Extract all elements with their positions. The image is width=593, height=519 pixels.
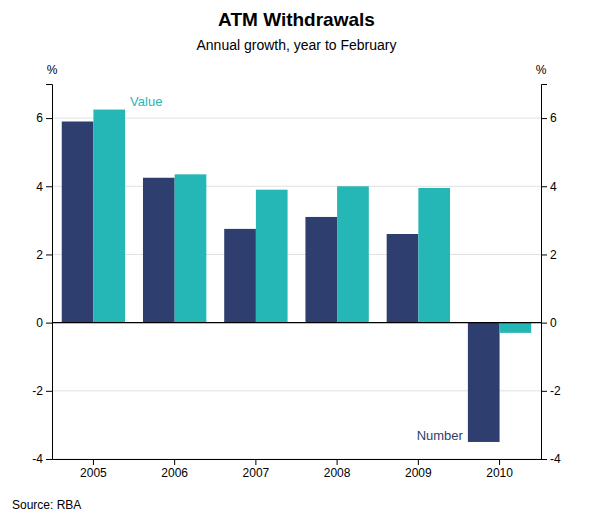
x-tick-label: 2005 [80,466,107,480]
grid-line [52,254,541,255]
y2-tick-label: 6 [550,111,557,125]
y2-tick-mark [541,254,547,255]
x-tick-mark [93,459,94,465]
x-tick: 2007 [243,459,270,480]
grid-line [52,390,541,391]
x-axis: 2005 2006 2007 2008 2009 2010 [53,459,542,480]
x-tick: 2009 [405,459,432,480]
y-tick-label: 2 [36,248,43,262]
y-tick-mark [46,118,52,119]
y-tick: -2 [32,384,52,398]
grid-line [52,186,541,187]
chart-svg: ATM Withdrawals Annual growth, year to Fe… [0,0,593,519]
bar [500,323,532,333]
y-tick-mark [46,186,52,187]
bar [143,178,175,323]
bar [418,188,450,323]
series-0 [62,122,500,442]
y2-tick-mark [541,323,547,324]
x-tick-mark [418,459,419,465]
y-axis: -4 -2 0 2 4 6 [32,85,52,467]
y-tick: 0 [36,316,52,330]
grid-line [52,322,541,323]
y-tick-label: 6 [36,111,43,125]
series-labels: Value Number [130,94,463,443]
y-tick-mark [46,391,52,392]
series-label: Value [130,94,162,109]
bar [224,229,256,323]
x-tick-mark [499,459,500,465]
bar [256,190,288,323]
x-tick-label: 2010 [486,466,513,480]
title: ATM Withdrawals [218,9,375,30]
y2-tick-label: 4 [550,180,557,194]
y2-tick-mark [541,186,547,187]
y2-tick-label: 2 [550,248,557,262]
y2-tick-label: -4 [550,452,561,466]
y2-axis-label: % [536,63,547,77]
y2-tick-mark [541,459,547,460]
grid-line [52,459,541,460]
y-tick-mark [46,459,52,460]
x-tick-label: 2006 [161,466,188,480]
bar [175,174,207,322]
subtitle: Annual growth, year to February [197,37,397,53]
source: Source: RBA [12,498,81,512]
x-tick: 2006 [161,459,188,480]
y2-tick-label: 0 [550,316,557,330]
y-tick: -4 [32,452,52,466]
y-tick-label: -2 [32,384,43,398]
y2-tick: -4 [541,452,561,466]
y-tick-mark [46,323,52,324]
y-tick-label: -4 [32,452,43,466]
x-tick-mark [174,459,175,465]
x-tick-mark [337,459,338,465]
series-label: Number [417,428,464,443]
bar [387,234,419,323]
x-axis-line [53,459,542,460]
x-tick-label: 2007 [243,466,270,480]
x-tick: 2008 [324,459,351,480]
x-tick: 2005 [80,459,107,480]
y-tick: 4 [36,180,52,194]
plot: 2005 2006 2007 2008 2009 2010 -4 -2 0 2 4 6 -4 -2 0 2 4 6… [32,63,561,480]
bar [337,186,369,322]
y2-axis: -4 -2 0 2 4 6 [541,85,561,467]
zero-line [52,322,541,323]
x-tick-label: 2008 [324,466,351,480]
bar [93,110,125,323]
y-axis-label: % [47,63,58,77]
x-tick-mark [255,459,256,465]
y2-tick: 4 [541,180,557,194]
y2-tick: 2 [541,248,557,262]
y-tick: 6 [36,111,52,125]
y-axis-line [46,85,53,460]
bar [62,122,94,323]
bars [62,110,532,442]
y2-tick-mark [541,391,547,392]
y2-tick: 6 [541,111,557,125]
y2-axis-line [542,85,548,460]
x-tick: 2010 [486,459,513,480]
y-tick-mark [46,254,52,255]
bar [468,323,500,442]
bar [305,217,337,323]
y2-tick-label: -2 [550,384,561,398]
y2-tick: -2 [541,384,561,398]
x-tick-label: 2009 [405,466,432,480]
y-tick-label: 4 [36,180,43,194]
y-tick: 2 [36,248,52,262]
grid [52,118,541,459]
series-1 [93,110,531,333]
y2-tick: 0 [541,316,557,330]
y2-tick-mark [541,118,547,119]
chart-container: ATM Withdrawals Annual growth, year to Fe… [0,0,593,519]
grid-line [52,118,541,119]
y-tick-label: 0 [36,316,43,330]
